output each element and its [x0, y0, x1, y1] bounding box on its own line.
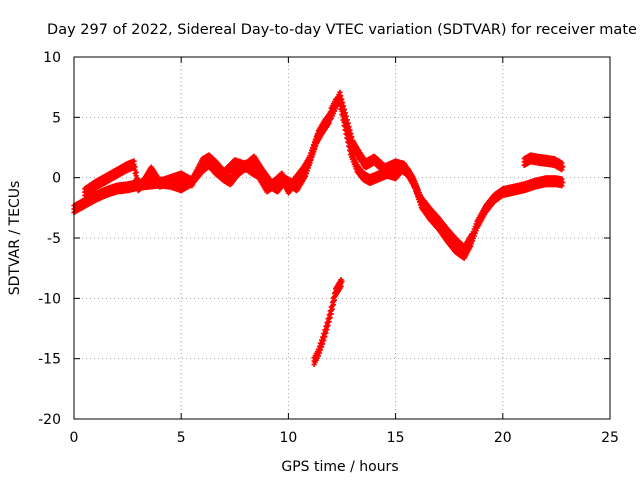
- x-axis-label: GPS time / hours: [281, 459, 398, 475]
- data-point: [338, 93, 344, 99]
- data-point: [560, 164, 566, 170]
- data-point: [134, 175, 140, 181]
- y-tick-label: -5: [47, 231, 61, 247]
- data-point: [349, 134, 355, 140]
- x-tick-label: 25: [601, 430, 619, 446]
- data-point: [344, 117, 350, 123]
- data-point: [470, 232, 476, 239]
- series-2: [521, 152, 566, 173]
- axis-ticks: 0 5 10 15 20 25 -20 -15 -10 -5 0 5 10: [38, 50, 619, 446]
- y-tick-label: 10: [43, 50, 61, 66]
- data-point: [339, 278, 345, 285]
- y-tick-label: -20: [38, 412, 61, 428]
- data-point: [347, 127, 353, 133]
- data-point: [343, 113, 349, 119]
- y-tick-label: -15: [38, 352, 61, 368]
- y-tick-label: -10: [38, 291, 61, 307]
- y-tick-label: 0: [52, 171, 61, 187]
- data-point: [345, 120, 351, 126]
- data-point: [341, 106, 348, 113]
- x-tick-label: 15: [387, 430, 405, 446]
- y-axis-label: SDTVAR / TECUs: [7, 181, 23, 296]
- series-1: [82, 89, 476, 257]
- data-point: [132, 164, 138, 170]
- chart-title: Day 297 of 2022, Sidereal Day-to-day VTE…: [47, 22, 637, 38]
- data-point: [340, 99, 346, 106]
- data-point: [560, 179, 566, 186]
- x-tick-label: 20: [494, 430, 512, 446]
- data-point: [337, 89, 343, 95]
- data-point: [133, 169, 139, 176]
- series-3: [311, 277, 345, 368]
- data-point: [346, 124, 352, 130]
- data-point: [339, 96, 345, 102]
- y-tick-label: 5: [52, 110, 61, 126]
- data-point: [131, 158, 137, 164]
- data-point: [348, 131, 354, 137]
- data-point: [340, 103, 347, 109]
- x-tick-label: 0: [70, 430, 79, 446]
- data-point: [342, 110, 348, 116]
- data-point: [559, 160, 565, 166]
- x-tick-label: 5: [177, 430, 186, 446]
- data-series: [71, 89, 566, 368]
- x-tick-label: 10: [279, 430, 297, 446]
- data-point: [559, 176, 565, 182]
